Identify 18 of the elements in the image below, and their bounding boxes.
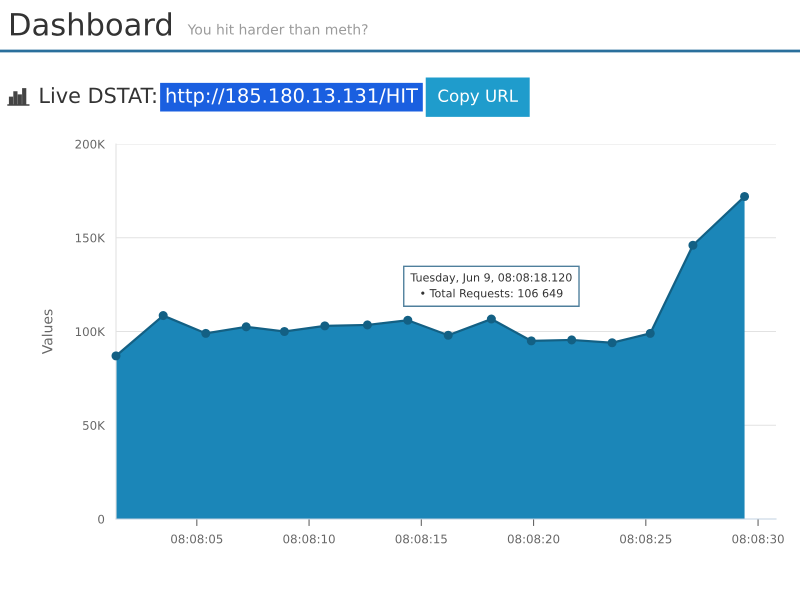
y-tick-label: 50K xyxy=(83,420,106,430)
chart-subtitle: You hit harder than meth? xyxy=(188,24,368,35)
x-tick-label: 08:08:15 xyxy=(396,534,447,544)
annotation: Tuesday, Jun 9, 08:08:18.120 • Total Requests: 106 649 xyxy=(410,273,572,300)
y-tick-label: 0 xyxy=(98,514,104,524)
text: Copy URL xyxy=(438,89,518,106)
x-tick-label: 08:08:30 xyxy=(732,534,784,544)
y-tick-label: 150K xyxy=(76,233,106,242)
text: http://185.180.13.131/HIT xyxy=(166,88,418,107)
x-tick-label: 08:08:05 xyxy=(171,534,222,544)
chart-title: Dashboard xyxy=(11,12,171,36)
y-tick-label: 100K xyxy=(76,327,106,336)
x-tick-label: 08:08:10 xyxy=(283,534,335,544)
x-tick-label: 08:08:20 xyxy=(508,534,560,544)
x-tick-label: 08:08:25 xyxy=(620,534,672,544)
y-axis-title: Values xyxy=(42,309,52,354)
text: Live DSTAT: xyxy=(40,87,156,104)
y-tick-label: 200K xyxy=(75,140,106,149)
